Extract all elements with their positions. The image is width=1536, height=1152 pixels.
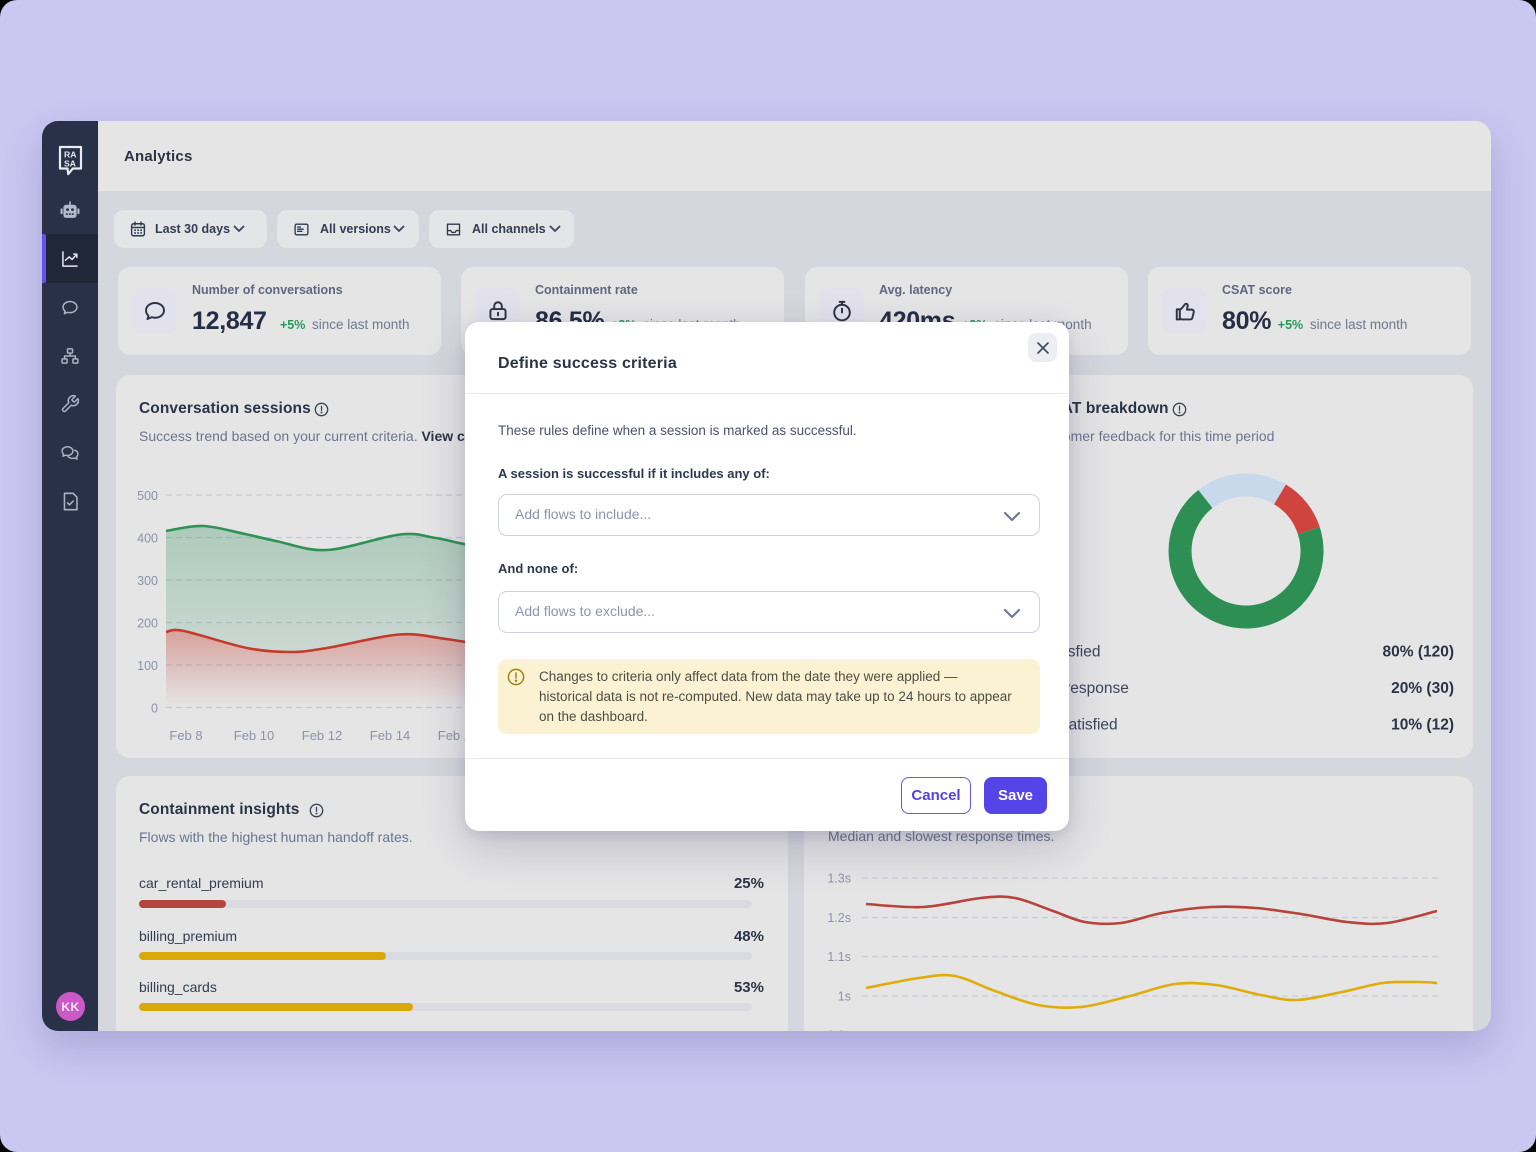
svg-text:10% (12): 10% (12) (1391, 717, 1454, 734)
svg-text:1.3s: 1.3s (827, 872, 851, 886)
svg-text:1.2s: 1.2s (827, 911, 851, 925)
svg-text:Feb 12: Feb 12 (302, 728, 342, 743)
svg-text:SA: SA (64, 158, 76, 168)
svg-text:20% (30): 20% (30) (1391, 680, 1454, 697)
svg-text:Feb 8: Feb 8 (169, 728, 202, 743)
svg-text:100: 100 (137, 659, 158, 673)
svg-text:Feb 10: Feb 10 (234, 728, 274, 743)
svg-text:0.9s: 0.9s (827, 1029, 851, 1032)
svg-text:400: 400 (137, 532, 158, 546)
svg-text:80% (120): 80% (120) (1382, 644, 1454, 661)
svg-text:500: 500 (137, 489, 158, 503)
svg-text:RA: RA (64, 149, 76, 159)
svg-text:200: 200 (137, 617, 158, 631)
svg-text:1s: 1s (838, 990, 851, 1004)
svg-text:300: 300 (137, 574, 158, 588)
svg-text:Feb 14: Feb 14 (370, 728, 410, 743)
svg-text:1.1s: 1.1s (827, 950, 851, 964)
svg-text:0: 0 (151, 702, 158, 716)
